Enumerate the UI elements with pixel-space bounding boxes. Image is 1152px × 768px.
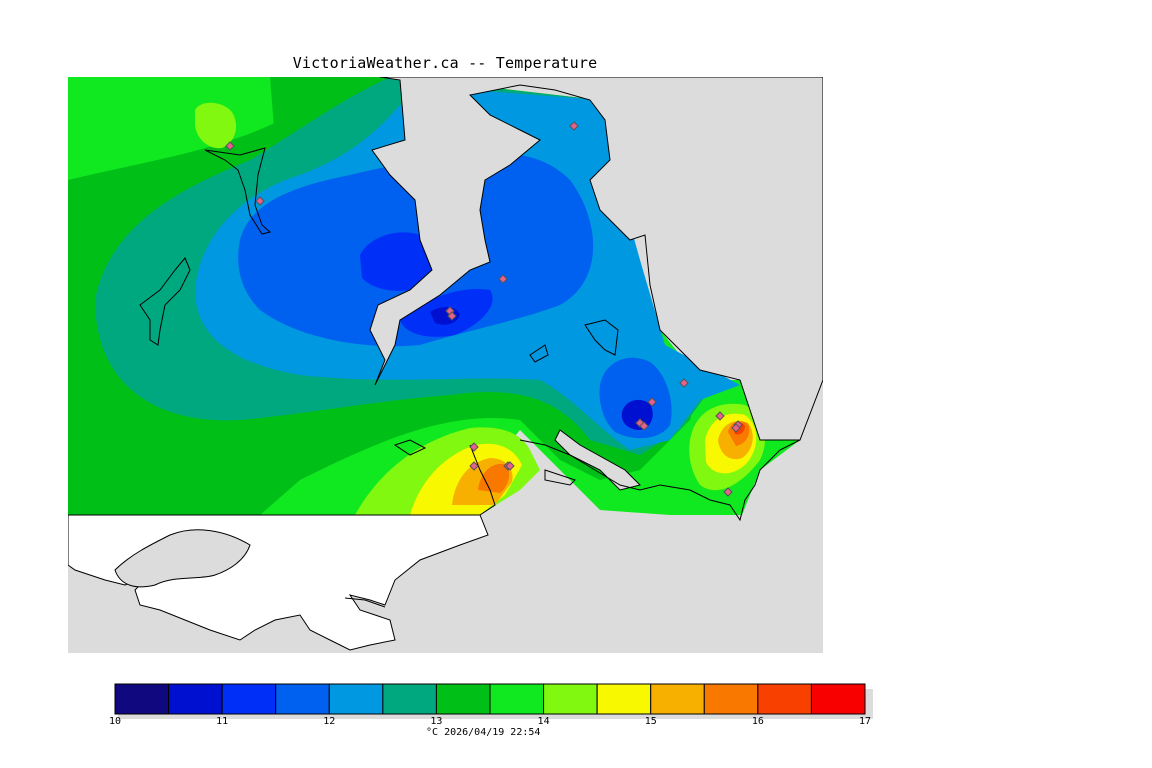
coastlines	[139, 147, 801, 522]
station-marker	[731, 423, 741, 433]
land-areas	[369, 77, 823, 491]
legend-swatch	[168, 683, 223, 715]
legend-tick-label: 12	[323, 716, 335, 727]
station-marker	[469, 461, 479, 471]
legend-swatch	[382, 683, 437, 715]
legend-swatch	[543, 683, 598, 715]
legend-swatch	[757, 683, 812, 715]
timestamp: 2026/04/19 22:54	[444, 727, 541, 738]
band-15-5	[478, 463, 510, 493]
band-13-0-top	[270, 77, 400, 140]
temperature-contour-map	[68, 77, 823, 653]
station-marker	[225, 141, 235, 151]
station-marker	[715, 411, 725, 421]
legend-swatch	[650, 683, 705, 715]
station-markers	[225, 121, 743, 497]
band-11-5-b	[599, 357, 672, 439]
legend-ticks: 10 11 12 13 14 15 16 17	[109, 716, 871, 727]
legend-swatches	[114, 683, 866, 715]
legend-swatch	[435, 683, 491, 715]
units-and-timestamp: °C 2026/04/19 22:54	[426, 727, 540, 738]
legend-swatch	[114, 683, 170, 715]
station-marker	[723, 487, 733, 497]
legend-swatch	[703, 683, 759, 715]
station-marker	[255, 196, 265, 206]
unit-label: °C	[426, 727, 439, 738]
map-title: VictoriaWeather.ca -- Temperature	[292, 54, 598, 72]
legend-tick-label: 17	[859, 716, 871, 727]
legend-tick-label: 15	[645, 716, 657, 727]
station-marker	[505, 461, 515, 471]
band-11-0	[360, 232, 436, 291]
legend-tick-label: 13	[430, 716, 442, 727]
station-marker	[498, 274, 508, 284]
legend-tick-label: 10	[109, 716, 121, 727]
legend-tick-label: 16	[752, 716, 764, 727]
band-14-0-c	[195, 102, 237, 149]
legend-swatch	[221, 683, 277, 715]
legend-swatch	[328, 683, 384, 715]
station-marker	[639, 421, 649, 431]
land-north	[369, 77, 823, 441]
legend-swatch	[596, 683, 652, 715]
legend-swatch	[489, 683, 545, 715]
legend-swatch	[275, 683, 330, 715]
legend-tick-label: 14	[538, 716, 550, 727]
station-marker	[447, 311, 457, 321]
legend-swatch	[810, 683, 866, 715]
station-marker	[569, 121, 579, 131]
south-inner-land	[114, 529, 251, 588]
legend-tick-label: 11	[216, 716, 228, 727]
station-marker	[469, 442, 479, 452]
ediz-hook	[344, 597, 386, 608]
station-marker	[679, 378, 689, 388]
land-peninsula-south	[554, 429, 641, 491]
station-marker	[647, 397, 657, 407]
